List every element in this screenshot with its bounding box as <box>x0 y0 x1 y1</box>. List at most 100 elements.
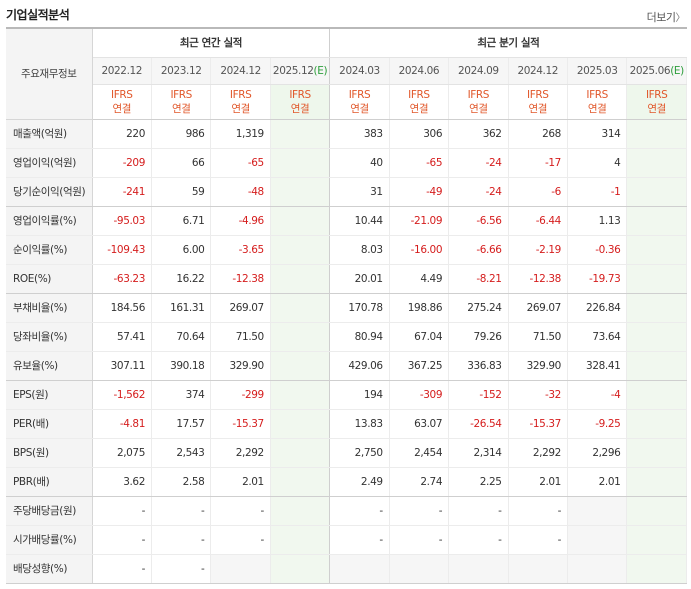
table-row: 영업이익(억원) -209 66 -65 40 -65 -24 -17 4 <box>6 148 687 178</box>
value-cell <box>508 554 568 584</box>
value-cell: -49 <box>389 177 450 207</box>
value-cell: 362 <box>448 119 509 149</box>
more-link[interactable]: 더보기〉 <box>646 9 686 25</box>
value-cell: 269.07 <box>508 293 568 323</box>
table-row: 주당배당금(원) - - - - - - - <box>6 496 687 526</box>
value-cell <box>270 177 331 207</box>
period-header: 2025.06(E) <box>626 57 687 85</box>
value-cell <box>270 206 331 236</box>
row-label: PER(배) <box>6 409 93 439</box>
ifrs-label: IFRS 연결 <box>389 84 450 120</box>
ifrs-line2: 연결 <box>647 102 666 115</box>
value-cell: 4 <box>567 148 628 178</box>
value-cell: 16.22 <box>151 264 212 294</box>
ifrs-line1: IFRS <box>170 88 192 101</box>
table-row: 당좌비율(%) 57.41 70.64 71.50 80.94 67.04 79.26 71.… <box>6 322 687 352</box>
ifrs-line2: 연결 <box>469 102 488 115</box>
ifrs-line1: IFRS <box>527 88 549 101</box>
value-cell: - <box>151 554 212 584</box>
value-cell <box>626 409 687 439</box>
table-row: ROE(%) -63.23 16.22 -12.38 20.01 4.49 -8.21 -12… <box>6 264 687 294</box>
value-cell: 2.58 <box>151 467 212 497</box>
value-cell <box>626 177 687 207</box>
value-cell: -16.00 <box>389 235 450 265</box>
ifrs-label: IFRS 연결 <box>508 84 568 120</box>
value-cell: 2,292 <box>508 438 568 468</box>
value-cell: 79.26 <box>448 322 509 352</box>
value-cell <box>389 554 450 584</box>
value-cell: 328.41 <box>567 351 628 381</box>
value-cell <box>626 293 687 323</box>
value-cell: -17 <box>508 148 568 178</box>
value-cell: 390.18 <box>151 351 212 381</box>
value-cell: 986 <box>151 119 212 149</box>
value-cell <box>270 322 331 352</box>
ifrs-line2: 연결 <box>587 102 607 115</box>
value-cell: - <box>210 525 271 555</box>
table-row: PER(배) -4.81 17.57 -15.37 13.83 63.07 -26.54 -1… <box>6 409 687 439</box>
value-cell: 66 <box>151 148 212 178</box>
value-cell: 269.07 <box>210 293 271 323</box>
ifrs-label: IFRS 연결 <box>329 84 390 120</box>
value-cell: -9.25 <box>567 409 628 439</box>
ifrs-label: IFRS 연결 <box>151 84 212 120</box>
value-cell <box>270 264 331 294</box>
value-cell: 367.25 <box>389 351 450 381</box>
value-cell: 268 <box>508 119 568 149</box>
value-cell <box>626 438 687 468</box>
value-cell: -299 <box>210 380 271 410</box>
value-cell: 184.56 <box>92 293 153 323</box>
value-cell: - <box>151 496 212 526</box>
ifrs-label: IFRS 연결 <box>448 84 509 120</box>
value-cell <box>626 554 687 584</box>
value-cell: 3.62 <box>92 467 153 497</box>
row-label: 영업이익(억원) <box>6 148 93 178</box>
ifrs-line1: IFRS <box>289 88 311 101</box>
value-cell: 57.41 <box>92 322 153 352</box>
value-cell: 226.84 <box>567 293 628 323</box>
value-cell: 2.49 <box>329 467 390 497</box>
value-cell: -65 <box>389 148 450 178</box>
ifrs-label: IFRS 연결 <box>270 84 331 120</box>
value-cell: -15.37 <box>508 409 568 439</box>
ifrs-line1: IFRS <box>586 88 608 101</box>
period-label: 2025.06 <box>629 64 671 77</box>
value-cell: -2.19 <box>508 235 568 265</box>
annual-group-header: 최근 연간 실적 <box>92 28 331 58</box>
table-row: 매출액(억원) 220 986 1,319 383 306 362 268 314 <box>6 119 687 149</box>
value-cell: 13.83 <box>329 409 390 439</box>
row-label: 당좌비율(%) <box>6 322 93 352</box>
value-cell <box>626 525 687 555</box>
value-cell <box>270 496 331 526</box>
value-cell: -209 <box>92 148 153 178</box>
more-link-label: 더보기 <box>646 11 676 24</box>
value-cell: -8.21 <box>448 264 509 294</box>
value-cell: - <box>210 496 271 526</box>
value-cell: 198.86 <box>389 293 450 323</box>
period-label: 2025.03 <box>576 64 618 77</box>
value-cell: 2.01 <box>508 467 568 497</box>
row-label: 배당성향(%) <box>6 554 93 584</box>
value-cell: 1.13 <box>567 206 628 236</box>
value-cell <box>270 438 331 468</box>
period-label: 2024.12 <box>517 64 559 77</box>
period-header: 2024.03 <box>329 57 390 85</box>
value-cell: 336.83 <box>448 351 509 381</box>
period-label: 2023.12 <box>160 64 202 77</box>
value-cell: 220 <box>92 119 153 149</box>
ifrs-line1: IFRS <box>467 88 490 101</box>
period-header: 2025.12(E) <box>270 57 331 85</box>
period-label: 2024.03 <box>339 64 380 77</box>
ifrs-line2: 연결 <box>290 102 310 115</box>
value-cell: -26.54 <box>448 409 509 439</box>
value-cell: -309 <box>389 380 450 410</box>
table-row: 배당성향(%) - - <box>6 554 687 584</box>
value-cell: 2.01 <box>567 467 628 497</box>
row-header-label: 주요재무정보 <box>6 28 93 120</box>
value-cell: 2,292 <box>210 438 271 468</box>
ifrs-line1: IFRS <box>111 88 133 101</box>
value-cell: 2,454 <box>389 438 450 468</box>
row-label: BPS(원) <box>6 438 93 468</box>
value-cell: -48 <box>210 177 271 207</box>
value-cell <box>626 496 687 526</box>
